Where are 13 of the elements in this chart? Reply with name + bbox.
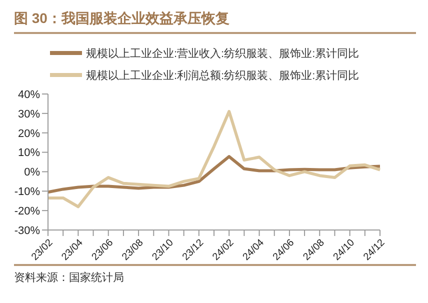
- y-tick-label: -20%: [14, 205, 40, 218]
- y-tick-label: 30%: [18, 108, 40, 120]
- y-tick-label: 40%: [18, 88, 40, 101]
- legend-label: 规模以上工业企业:营业收入:纺织服装、服饰业:累计同比: [86, 46, 360, 60]
- text: 资料来源：国家统计局: [14, 270, 125, 285]
- y-tick-label: 0%: [24, 166, 40, 179]
- y-tick-label: 20%: [18, 128, 40, 140]
- y-tick-label: 10%: [18, 147, 40, 160]
- y-tick-label: -10%: [14, 186, 40, 198]
- line-series: [46, 110, 382, 208]
- y-tick-label: -30%: [14, 224, 40, 237]
- chart-title: 图 30：我国服装企业效益承压恢复: [14, 10, 416, 34]
- legend-label: 规模以上工业企业:利润总额:纺织服装、服饰业:累计同比: [86, 68, 360, 82]
